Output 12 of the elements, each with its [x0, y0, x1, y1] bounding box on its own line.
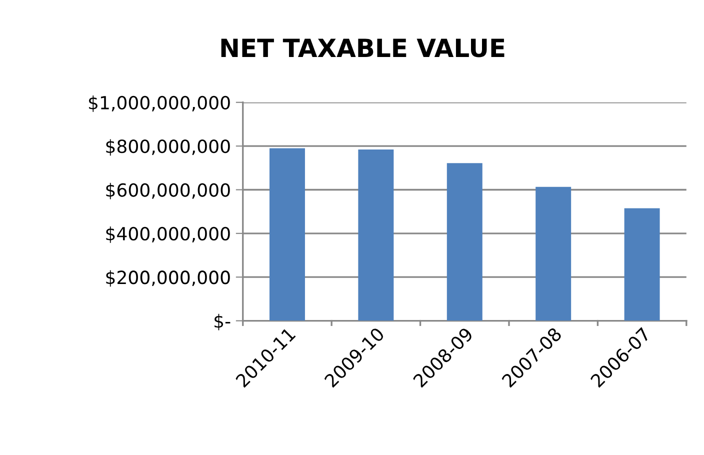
y-tick-label: $400,000,000 [106, 226, 230, 243]
y-tick-label: $800,000,000 [106, 139, 230, 156]
y-tick-label: $200,000,000 [106, 270, 230, 287]
bar [269, 148, 305, 321]
bar [536, 186, 572, 321]
bar [446, 163, 482, 321]
y-tick-label: $600,000,000 [106, 182, 230, 200]
chart-title: NET TAXABLE VALUE [221, 38, 504, 58]
y-tick-label: $1,000,000,000 [88, 96, 230, 112]
bar [624, 208, 660, 321]
bar [358, 150, 394, 321]
y-tick-label: $- [214, 314, 230, 330]
